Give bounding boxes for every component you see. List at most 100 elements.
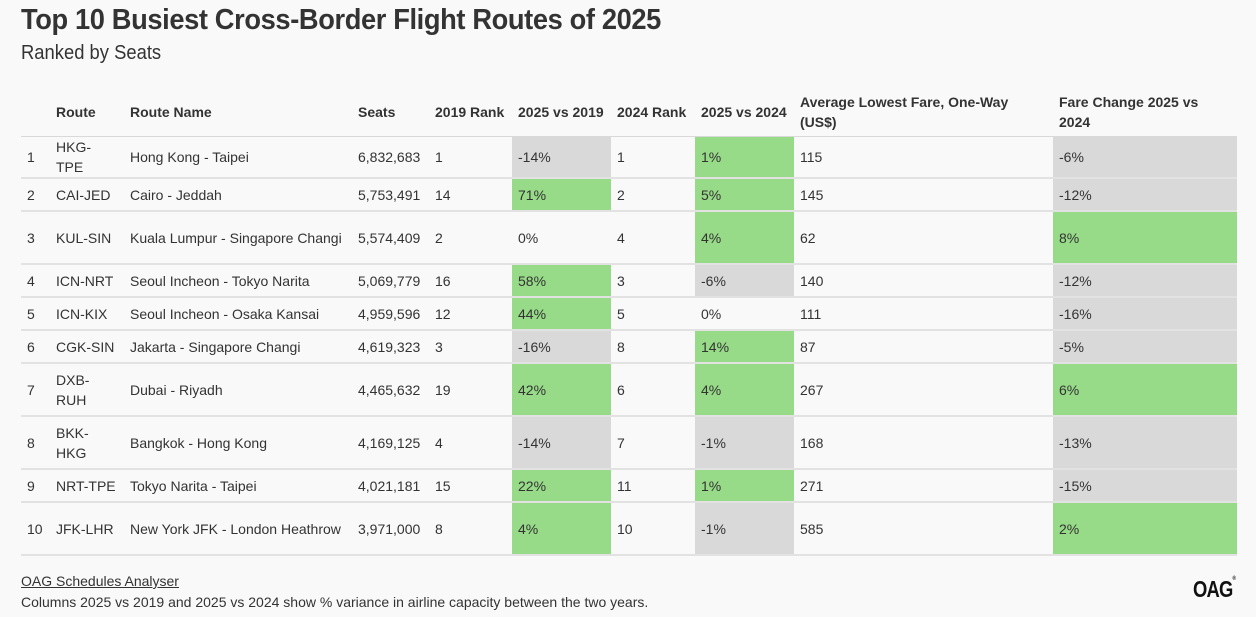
chart-subtitle: Ranked by Seats — [21, 42, 162, 64]
cell-avg-fare: 585 — [794, 502, 1053, 556]
cell-2025-vs-2019: 44% — [512, 297, 611, 331]
registered-mark-icon: ® — [1232, 576, 1237, 582]
cell-2024-rank: 2 — [611, 178, 695, 212]
cell-route-name: Bangkok - Hong Kong — [124, 416, 352, 470]
cell-2025-vs-2024: 1% — [695, 469, 794, 503]
cell-2019-rank: 2 — [429, 211, 512, 265]
table-row: 10 JFK-LHR New York JFK - London Heathrow 3… — [21, 502, 1237, 556]
cell-2025-vs-2024: -6% — [695, 264, 794, 298]
cell-seats: 4,021,181 — [352, 469, 429, 503]
oag-logo: OAG® — [1193, 576, 1237, 603]
cell-route: ICN-KIX — [50, 297, 124, 331]
cell-avg-fare: 168 — [794, 416, 1053, 470]
cell-route-name: Dubai - Riyadh — [124, 363, 352, 417]
table-row: 3 KUL-SIN Kuala Lumpur - Singapore Changi 5… — [21, 211, 1237, 265]
table-row: 2 CAI-JED Cairo - Jeddah 5,753,491 14 71% 2 5% 1… — [21, 178, 1237, 212]
cell-2025-vs-2024: 4% — [695, 363, 794, 417]
cell-route: CAI-JED — [50, 178, 124, 212]
table-row: 1 HKG-TPE Hong Kong - Taipei 6,832,683 1 -14%… — [21, 136, 1237, 179]
cell-2024-rank: 4 — [611, 211, 695, 265]
cell-route: DXB-RUH — [50, 363, 124, 417]
cell-2025-vs-2024: 4% — [695, 211, 794, 265]
cell-2024-rank: 7 — [611, 416, 695, 470]
cell-route-name: Seoul Incheon - Tokyo Narita — [124, 264, 352, 298]
cell-rank: 10 — [21, 502, 50, 556]
cell-2019-rank: 15 — [429, 469, 512, 503]
header-route: Route — [50, 88, 124, 137]
cell-seats: 4,169,125 — [352, 416, 429, 470]
table-row: 9 NRT-TPE Tokyo Narita - Taipei 4,021,181 15… — [21, 469, 1237, 503]
cell-2025-vs-2019: 42% — [512, 363, 611, 417]
cell-fare-change: 2% — [1053, 502, 1237, 556]
cell-avg-fare: 267 — [794, 363, 1053, 417]
cell-2025-vs-2024: -1% — [695, 502, 794, 556]
cell-2019-rank: 1 — [429, 136, 512, 179]
cell-fare-change: -12% — [1053, 178, 1237, 212]
cell-avg-fare: 87 — [794, 330, 1053, 364]
header-avg-fare: Average Lowest Fare, One-Way (US$) — [794, 88, 1053, 137]
cell-route: JFK-LHR — [50, 502, 124, 556]
cell-seats: 4,959,596 — [352, 297, 429, 331]
cell-2025-vs-2019: -14% — [512, 136, 611, 179]
cell-2019-rank: 3 — [429, 330, 512, 364]
cell-2019-rank: 19 — [429, 363, 512, 417]
logo-text: OAG — [1193, 576, 1233, 602]
cell-rank: 5 — [21, 297, 50, 331]
table-row: 5 ICN-KIX Seoul Incheon - Osaka Kansai 4,95… — [21, 297, 1237, 331]
cell-rank: 7 — [21, 363, 50, 417]
cell-rank: 6 — [21, 330, 50, 364]
header-2019-rank: 2019 Rank — [429, 88, 512, 137]
cell-rank: 3 — [21, 211, 50, 265]
cell-seats: 6,832,683 — [352, 136, 429, 179]
cell-rank: 4 — [21, 264, 50, 298]
cell-2025-vs-2019: 0% — [512, 211, 611, 265]
cell-2025-vs-2019: 58% — [512, 264, 611, 298]
cell-route: ICN-NRT — [50, 264, 124, 298]
cell-route-name: New York JFK - London Heathrow — [124, 502, 352, 556]
cell-2019-rank: 14 — [429, 178, 512, 212]
table-row: 7 DXB-RUH Dubai - Riyadh 4,465,632 19 42% 6 4% 2… — [21, 363, 1237, 417]
cell-2025-vs-2019: 22% — [512, 469, 611, 503]
cell-route-name: Cairo - Jeddah — [124, 178, 352, 212]
cell-fare-change: -13% — [1053, 416, 1237, 470]
cell-rank: 1 — [21, 136, 50, 179]
cell-rank: 8 — [21, 416, 50, 470]
cell-2019-rank: 8 — [429, 502, 512, 556]
cell-rank: 9 — [21, 469, 50, 503]
cell-2025-vs-2024: 1% — [695, 136, 794, 179]
source-link[interactable]: OAG Schedules Analyser — [21, 573, 179, 589]
header-2025-vs-2024: 2025 vs 2024 — [695, 88, 794, 137]
cell-2025-vs-2024: 14% — [695, 330, 794, 364]
cell-avg-fare: 140 — [794, 264, 1053, 298]
footnote: Columns 2025 vs 2019 and 2025 vs 2024 sh… — [21, 594, 649, 610]
cell-seats: 3,971,000 — [352, 502, 429, 556]
header-fare-change: Fare Change 2025 vs 2024 — [1053, 88, 1237, 137]
cell-2019-rank: 16 — [429, 264, 512, 298]
cell-route: KUL-SIN — [50, 211, 124, 265]
cell-2019-rank: 12 — [429, 297, 512, 331]
table-row: 4 ICN-NRT Seoul Incheon - Tokyo Narita 5,06… — [21, 264, 1237, 298]
cell-2025-vs-2019: 71% — [512, 178, 611, 212]
cell-2024-rank: 6 — [611, 363, 695, 417]
header-route-name: Route Name — [124, 88, 352, 137]
header-seats: Seats — [352, 88, 429, 137]
cell-2024-rank: 10 — [611, 502, 695, 556]
cell-route-name: Jakarta - Singapore Changi — [124, 330, 352, 364]
cell-route-name: Kuala Lumpur - Singapore Changi — [124, 211, 352, 265]
routes-table: Route Route Name Seats 2019 Rank 2025 vs… — [21, 88, 1237, 556]
cell-avg-fare: 145 — [794, 178, 1053, 212]
cell-2024-rank: 8 — [611, 330, 695, 364]
cell-2025-vs-2019: -14% — [512, 416, 611, 470]
cell-2019-rank: 4 — [429, 416, 512, 470]
cell-2024-rank: 5 — [611, 297, 695, 331]
cell-2024-rank: 11 — [611, 469, 695, 503]
cell-fare-change: 6% — [1053, 363, 1237, 417]
cell-rank: 2 — [21, 178, 50, 212]
cell-route-name: Seoul Incheon - Osaka Kansai — [124, 297, 352, 331]
cell-avg-fare: 271 — [794, 469, 1053, 503]
cell-2024-rank: 1 — [611, 136, 695, 179]
cell-route: BKK-HKG — [50, 416, 124, 470]
header-2025-vs-2019: 2025 vs 2019 — [512, 88, 611, 137]
table-row: 8 BKK-HKG Bangkok - Hong Kong 4,169,125 4 -14… — [21, 416, 1237, 470]
cell-2025-vs-2024: 5% — [695, 178, 794, 212]
